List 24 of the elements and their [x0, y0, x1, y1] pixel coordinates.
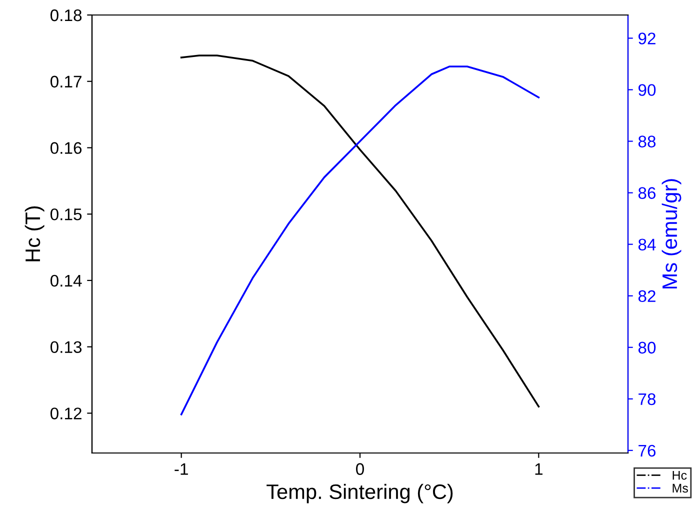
y2-tick-label: 92	[638, 32, 656, 44]
y2-axis-title: Ms (emu/gr)	[662, 179, 682, 288]
y-tick-label: 0.12	[50, 408, 82, 420]
y2-tick-label: 86	[638, 187, 656, 199]
x-tick-label: -1	[174, 463, 188, 475]
x-tick-label: 1	[535, 463, 542, 475]
y-tick-label: 0.13	[50, 341, 82, 354]
y2-tick-label: 76	[638, 444, 656, 457]
x-tick-label: 0	[356, 463, 364, 475]
legend-label: Ms	[672, 484, 688, 493]
y2-tick-label: 80	[638, 342, 656, 354]
y-tick-label: 0.18	[50, 9, 82, 22]
y2-tick-label: 88	[638, 136, 656, 148]
y2-tick-label: 82	[638, 290, 656, 302]
y2-tick-label: 84	[638, 238, 656, 251]
x-axis-title: Temp. Sintering (°C)	[266, 484, 453, 504]
y-tick-label: 0.14	[50, 274, 82, 287]
y-tick-label: 0.16	[50, 142, 82, 154]
y-axis-title: Hc (T)	[24, 206, 44, 262]
y-tick-label: 0.15	[50, 208, 82, 220]
legend-label: Hc	[672, 470, 687, 480]
y2-tick-label: 78	[638, 393, 656, 406]
y2-tick-label: 90	[638, 84, 656, 96]
y-tick-label: 0.17	[50, 76, 82, 88]
